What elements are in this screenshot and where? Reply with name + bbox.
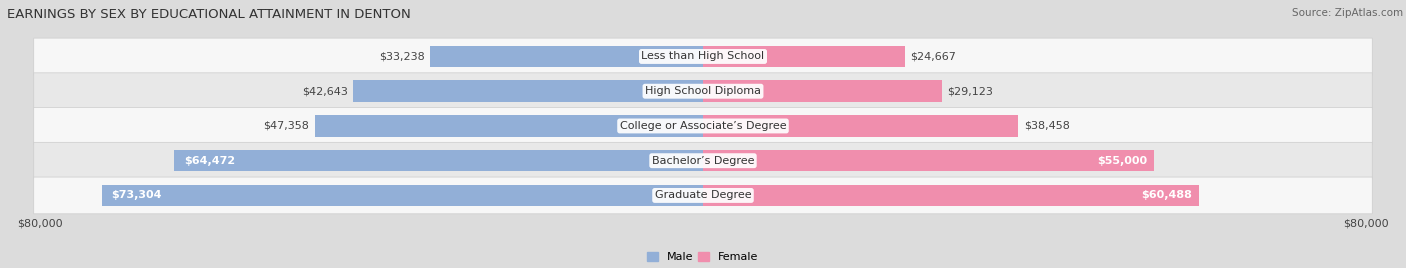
- Text: EARNINGS BY SEX BY EDUCATIONAL ATTAINMENT IN DENTON: EARNINGS BY SEX BY EDUCATIONAL ATTAINMEN…: [7, 8, 411, 21]
- Text: $80,000: $80,000: [17, 218, 63, 228]
- Text: $60,488: $60,488: [1142, 191, 1192, 200]
- Bar: [174, 150, 703, 172]
- Text: $29,123: $29,123: [948, 86, 993, 96]
- Text: $80,000: $80,000: [1343, 218, 1389, 228]
- FancyBboxPatch shape: [34, 73, 1372, 110]
- Bar: [703, 115, 1018, 137]
- Text: $33,238: $33,238: [380, 51, 425, 61]
- Text: $55,000: $55,000: [1098, 156, 1147, 166]
- Text: $47,358: $47,358: [263, 121, 309, 131]
- Text: $64,472: $64,472: [184, 156, 235, 166]
- Bar: [703, 150, 1154, 172]
- Text: Graduate Degree: Graduate Degree: [655, 191, 751, 200]
- Bar: [703, 80, 942, 102]
- Text: $73,304: $73,304: [111, 191, 162, 200]
- Bar: [703, 46, 905, 67]
- FancyBboxPatch shape: [34, 177, 1372, 214]
- Text: $42,643: $42,643: [302, 86, 349, 96]
- Text: High School Diploma: High School Diploma: [645, 86, 761, 96]
- FancyBboxPatch shape: [34, 38, 1372, 75]
- Bar: [101, 185, 703, 206]
- Bar: [315, 115, 703, 137]
- Bar: [703, 185, 1199, 206]
- Text: College or Associate’s Degree: College or Associate’s Degree: [620, 121, 786, 131]
- Text: Source: ZipAtlas.com: Source: ZipAtlas.com: [1292, 8, 1403, 18]
- Legend: Male, Female: Male, Female: [643, 247, 763, 267]
- Text: $38,458: $38,458: [1024, 121, 1070, 131]
- FancyBboxPatch shape: [34, 107, 1372, 144]
- Bar: [430, 46, 703, 67]
- Bar: [353, 80, 703, 102]
- FancyBboxPatch shape: [34, 142, 1372, 179]
- Text: $24,667: $24,667: [911, 51, 956, 61]
- Text: Bachelor’s Degree: Bachelor’s Degree: [652, 156, 754, 166]
- Text: Less than High School: Less than High School: [641, 51, 765, 61]
